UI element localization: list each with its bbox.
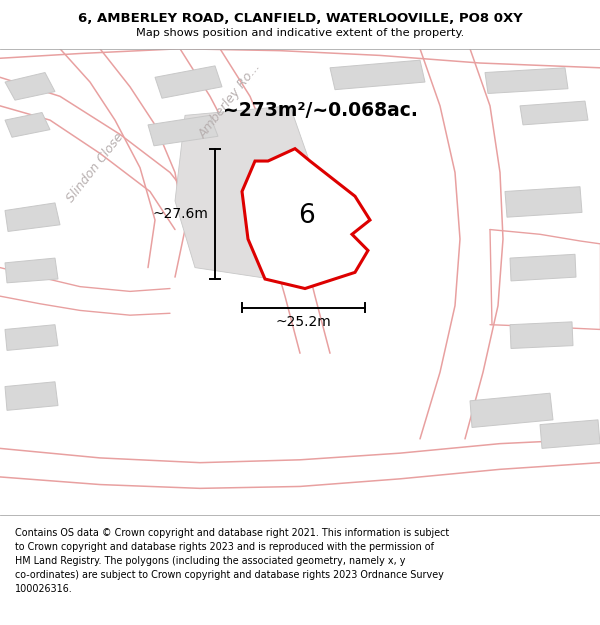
Polygon shape — [5, 203, 60, 231]
Polygon shape — [5, 258, 58, 283]
Text: ~27.6m: ~27.6m — [152, 207, 208, 221]
Polygon shape — [148, 116, 218, 146]
Polygon shape — [5, 382, 58, 411]
Text: ~273m²/~0.068ac.: ~273m²/~0.068ac. — [223, 101, 418, 120]
Polygon shape — [330, 60, 425, 89]
Text: 6: 6 — [298, 202, 315, 229]
Text: Slindon Close: Slindon Close — [64, 131, 126, 205]
Polygon shape — [540, 420, 600, 448]
Polygon shape — [155, 66, 222, 98]
Text: Contains OS data © Crown copyright and database right 2021. This information is : Contains OS data © Crown copyright and d… — [15, 528, 449, 594]
Text: 6, AMBERLEY ROAD, CLANFIELD, WATERLOOVILLE, PO8 0XY: 6, AMBERLEY ROAD, CLANFIELD, WATERLOOVIL… — [77, 12, 523, 25]
Polygon shape — [5, 72, 55, 100]
Text: Map shows position and indicative extent of the property.: Map shows position and indicative extent… — [136, 28, 464, 38]
Polygon shape — [510, 322, 573, 349]
Polygon shape — [520, 101, 588, 125]
Polygon shape — [175, 106, 345, 282]
Polygon shape — [485, 68, 568, 94]
Polygon shape — [242, 149, 370, 289]
Text: Amberley Ro...: Amberley Ro... — [196, 61, 263, 141]
Polygon shape — [505, 187, 582, 217]
Polygon shape — [470, 393, 553, 428]
Text: ~25.2m: ~25.2m — [275, 315, 331, 329]
Polygon shape — [5, 325, 58, 351]
Polygon shape — [510, 254, 576, 281]
Polygon shape — [5, 112, 50, 138]
